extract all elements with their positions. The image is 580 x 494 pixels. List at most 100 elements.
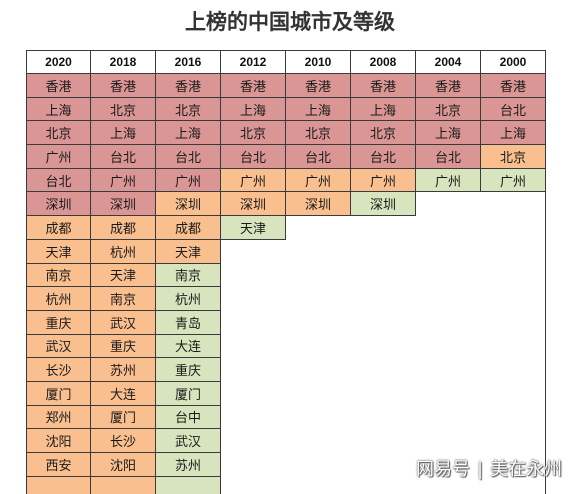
table-cell: 成都 [156, 216, 221, 240]
table-cell: 深圳 [221, 192, 286, 217]
table-cell: 台北 [91, 145, 156, 169]
table-cell: 北京 [91, 97, 156, 122]
empty-cell [481, 287, 546, 311]
table-cell: 上海 [351, 97, 416, 122]
empty-cell [286, 335, 351, 359]
empty-cell [416, 287, 481, 311]
table-cell: 郑州 [26, 405, 91, 430]
empty-cell [481, 310, 546, 335]
empty-cell [481, 263, 546, 288]
empty-cell [416, 335, 481, 359]
table-cell: 上海 [221, 97, 286, 122]
table-cell: 成都 [26, 216, 91, 240]
table-cell: 苏州 [91, 358, 156, 382]
table-cell: 深圳 [91, 192, 156, 217]
table-cell: 深圳 [26, 192, 91, 217]
table-cell: 苏州 [156, 453, 221, 477]
table-cell: 北京 [221, 121, 286, 146]
table-cell: 北京 [351, 121, 416, 146]
table-cell: 天津 [91, 263, 156, 288]
empty-cell [481, 358, 546, 382]
empty-cell [481, 381, 546, 406]
table-cell: 上海 [416, 121, 481, 146]
table-cell [26, 476, 91, 494]
table-cell: 重庆 [91, 334, 156, 359]
empty-cell [351, 382, 416, 406]
empty-cell [286, 382, 351, 406]
empty-cell [221, 287, 286, 311]
table-cell: 广州 [156, 168, 221, 193]
empty-cell [221, 453, 286, 477]
table-cell: 天津 [156, 239, 221, 264]
empty-cell [481, 334, 546, 359]
year-header: 2018 [91, 50, 156, 74]
empty-cell [286, 429, 351, 453]
empty-cell [221, 335, 286, 359]
empty-cell [351, 216, 416, 240]
table-cell: 北京 [416, 97, 481, 122]
table-cell: 台中 [156, 405, 221, 430]
empty-cell [351, 287, 416, 311]
empty-cell [286, 358, 351, 382]
empty-cell [481, 476, 546, 494]
table-cell: 台北 [351, 145, 416, 169]
empty-cell [416, 429, 481, 453]
year-header: 2010 [286, 50, 351, 74]
table-cell: 台北 [286, 145, 351, 169]
empty-cell [416, 358, 481, 382]
watermark-brand: 网易号 [416, 459, 470, 480]
empty-cell [351, 406, 416, 430]
table-cell: 香港 [26, 74, 91, 98]
chart-title: 上榜的中国城市及等级 [185, 10, 395, 34]
empty-cell [481, 453, 546, 477]
table-cell: 香港 [91, 74, 156, 98]
table-cell: 沈阳 [26, 429, 91, 453]
table-cell: 深圳 [156, 192, 221, 217]
empty-cell [286, 477, 351, 494]
year-header: 2020 [26, 50, 91, 74]
table-cell: 深圳 [286, 192, 351, 217]
table-cell: 天津 [26, 239, 91, 264]
table-cell: 厦门 [91, 405, 156, 430]
table-cell [156, 476, 221, 494]
table-cell: 香港 [156, 74, 221, 98]
table-cell: 杭州 [91, 239, 156, 264]
table-cell: 重庆 [26, 310, 91, 335]
year-header: 2004 [416, 50, 481, 74]
table-cell: 厦门 [156, 381, 221, 406]
empty-cell [221, 382, 286, 406]
watermark: 网易号 | 美在永州 [416, 458, 562, 482]
year-header: 2008 [351, 50, 416, 74]
year-header: 2000 [481, 50, 546, 74]
table-cell: 广州 [26, 145, 91, 169]
watermark-account: 美在永州 [490, 459, 563, 480]
empty-cell [221, 406, 286, 430]
table-cell: 成都 [91, 216, 156, 240]
empty-cell [351, 311, 416, 335]
table-cell: 上海 [91, 121, 156, 146]
table-cell [91, 476, 156, 494]
empty-cell [416, 264, 481, 288]
empty-cell [416, 240, 481, 264]
table-cell: 南京 [91, 287, 156, 311]
table-cell: 北京 [26, 121, 91, 146]
empty-cell [481, 429, 546, 453]
table-cell: 上海 [286, 97, 351, 122]
table-cell: 香港 [221, 74, 286, 98]
empty-cell [481, 405, 546, 430]
table-cell: 上海 [26, 97, 91, 122]
table-cell: 广州 [91, 168, 156, 193]
empty-cell [221, 264, 286, 288]
table-cell: 杭州 [26, 287, 91, 311]
table-cell: 上海 [481, 121, 546, 146]
empty-cell [481, 192, 546, 217]
empty-cell [286, 287, 351, 311]
empty-cell [221, 477, 286, 494]
table-cell: 北京 [481, 145, 546, 169]
empty-cell [351, 358, 416, 382]
table-cell: 重庆 [156, 358, 221, 382]
table-cell: 广州 [221, 168, 286, 193]
table-cell: 广州 [351, 168, 416, 193]
empty-cell [351, 453, 416, 477]
table-cell: 南京 [26, 263, 91, 288]
